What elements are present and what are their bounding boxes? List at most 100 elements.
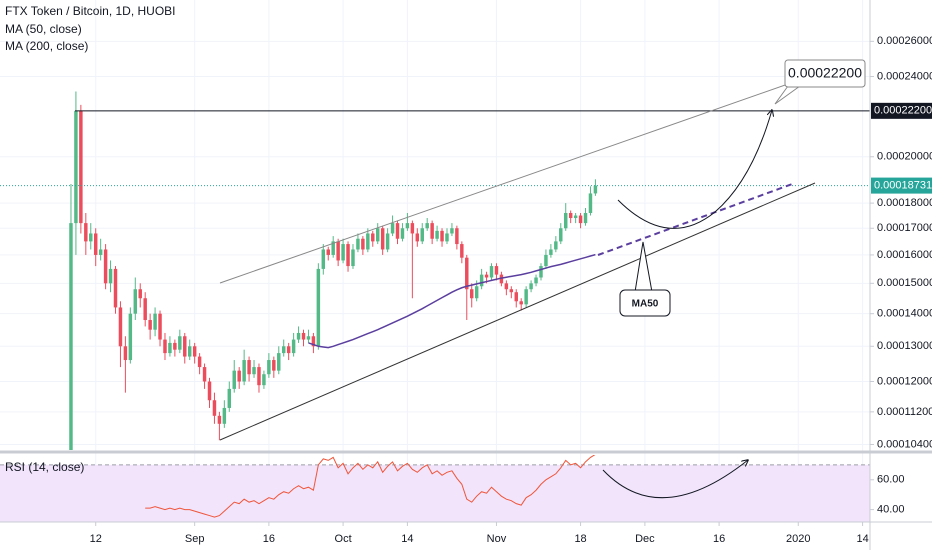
- candle-body: [212, 400, 217, 416]
- y-tick-label: 0.00020000: [877, 151, 932, 163]
- candle-body: [262, 374, 266, 386]
- candle-body: [222, 407, 227, 424]
- candle-body: [554, 241, 558, 250]
- candle-body: [455, 228, 459, 245]
- candle-body: [559, 228, 563, 242]
- candle-body: [494, 266, 499, 275]
- x-tick-label: Nov: [487, 533, 507, 545]
- candle-body: [98, 249, 103, 255]
- candle-body: [588, 193, 593, 213]
- candle-body: [217, 415, 222, 424]
- drawings: [219, 59, 866, 499]
- candle-body: [549, 249, 553, 255]
- candle-body: [509, 289, 514, 293]
- candle-body: [247, 360, 251, 375]
- x-tick-label: 14: [856, 533, 868, 545]
- y-tick-label: 40.00: [877, 504, 905, 516]
- candle-body: [138, 289, 142, 299]
- candle-body: [311, 336, 316, 347]
- candle-body: [405, 223, 410, 229]
- candle-body: [504, 283, 509, 290]
- candle-body: [380, 228, 385, 250]
- candle-body: [375, 228, 380, 242]
- candle-body: [529, 283, 533, 290]
- candle-body: [296, 332, 301, 340]
- candle-body: [474, 286, 479, 299]
- candle-body: [286, 346, 291, 354]
- callout-text: MA50: [632, 299, 659, 310]
- rsi-arrow: [602, 460, 748, 499]
- x-tick-label: Dec: [635, 533, 655, 545]
- y-tick-label: 0.00013000: [877, 340, 932, 352]
- candle-body: [108, 268, 113, 284]
- candle-body: [301, 332, 306, 340]
- candle-body: [281, 346, 286, 354]
- x-tick-label: 16: [713, 533, 725, 545]
- candle-body: [440, 230, 444, 242]
- x-tick-label: 12: [90, 533, 102, 545]
- candle-body: [351, 249, 355, 267]
- candle-body: [168, 342, 172, 354]
- candle-body: [336, 241, 340, 261]
- candle-body: [534, 277, 538, 284]
- candle-body: [573, 215, 578, 219]
- last-price-bg: [871, 177, 932, 194]
- last-price-label: 0.00018731: [874, 180, 932, 192]
- candle-body: [192, 346, 197, 357]
- y-tick-label: 0.00014000: [877, 308, 932, 320]
- candle-body: [89, 233, 93, 242]
- candle-body: [489, 266, 494, 278]
- candle-body: [514, 292, 518, 302]
- candle-body: [74, 110, 78, 224]
- candle-body: [385, 233, 390, 250]
- indicator-label: MA (50, close): [5, 22, 82, 36]
- candle-body: [123, 346, 128, 361]
- y-tick-label: 0.00015000: [877, 277, 932, 289]
- candle-body: [103, 249, 108, 284]
- candle-body: [316, 268, 321, 347]
- candle-body: [430, 223, 434, 239]
- candle-body: [178, 336, 182, 350]
- candle-body: [420, 228, 424, 242]
- y-tick-label: 0.00010400: [877, 438, 932, 450]
- x-tick-label: Sep: [185, 533, 205, 545]
- candle-body: [291, 339, 296, 354]
- rsi-pane: [145, 455, 596, 518]
- candle-body: [479, 274, 484, 287]
- candle-body: [84, 223, 88, 242]
- candle-body: [118, 307, 123, 347]
- candle-body: [93, 233, 98, 255]
- candle-body: [326, 249, 330, 255]
- ma-projection: [597, 182, 796, 256]
- channel-lower: [219, 182, 816, 441]
- candle-body: [445, 233, 449, 242]
- candle-body: [232, 370, 236, 389]
- candle-body: [277, 353, 281, 371]
- rsi-band: [0, 464, 870, 522]
- candle-body: [499, 274, 504, 284]
- x-tick-label: Oct: [335, 533, 352, 545]
- candle-body: [173, 342, 177, 350]
- price-label-bg: [871, 102, 932, 119]
- price-callout-pointer: [774, 85, 801, 105]
- candle-body: [202, 367, 207, 382]
- candle-body: [207, 381, 212, 401]
- candle-body: [450, 228, 454, 234]
- x-tick-label: 2020: [786, 533, 810, 545]
- candle-body: [539, 266, 543, 278]
- candle-body: [568, 212, 573, 219]
- candle-body: [583, 212, 588, 224]
- x-tick-label: 18: [574, 533, 586, 545]
- y-tick-label: 0.00024000: [877, 70, 932, 82]
- candle-body: [79, 110, 83, 224]
- callout-pointer: [634, 241, 653, 293]
- candle-body: [158, 313, 162, 340]
- projection-arrow: [617, 110, 772, 229]
- ma-line: [308, 253, 596, 349]
- candle-body: [578, 215, 583, 224]
- candle-body: [113, 268, 118, 308]
- candle-body: [242, 360, 246, 382]
- candle-body: [425, 223, 429, 229]
- candle-body: [197, 356, 202, 368]
